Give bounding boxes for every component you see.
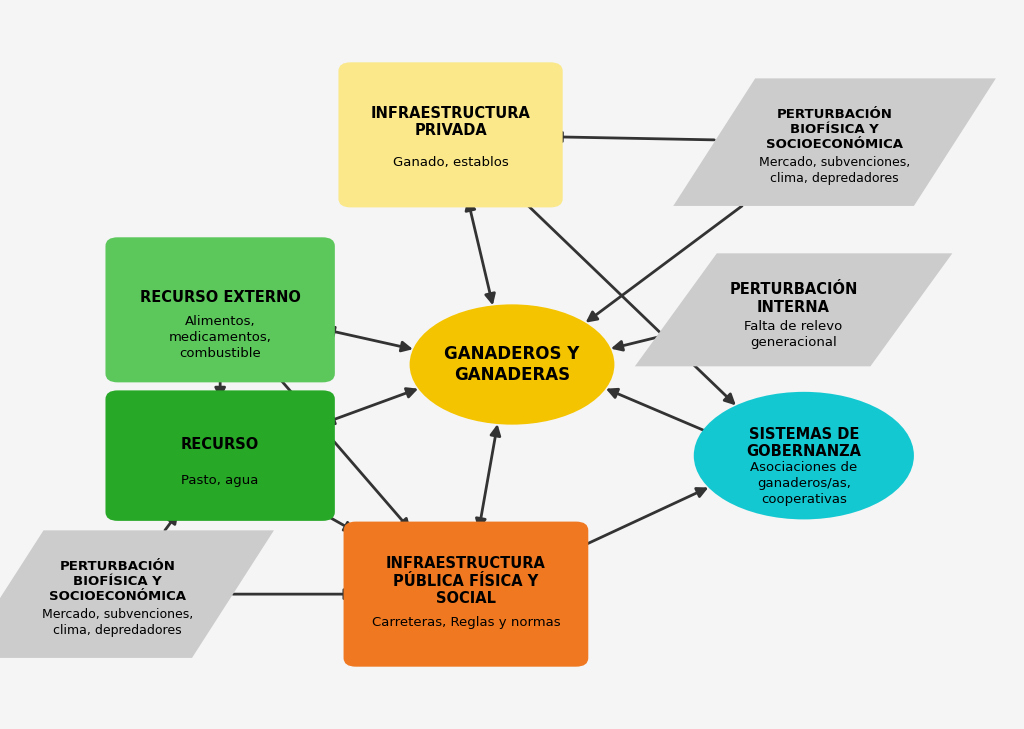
Text: Pasto, agua: Pasto, agua [181,474,259,487]
Text: PERTURBACIÓN
BIOFÍSICA Y
SOCIOECONÓMICA: PERTURBACIÓN BIOFÍSICA Y SOCIOECONÓMICA [766,108,903,151]
Text: PERTURBACIÓN
BIOFÍSICA Y
SOCIOECONÓMICA: PERTURBACIÓN BIOFÍSICA Y SOCIOECONÓMICA [49,560,186,603]
FancyBboxPatch shape [105,238,335,383]
Text: SISTEMAS DE
GOBERNANZA: SISTEMAS DE GOBERNANZA [746,426,861,459]
Polygon shape [635,254,952,367]
Text: RECURSO: RECURSO [181,437,259,452]
Text: Alimentos,
medicamentos,
combustible: Alimentos, medicamentos, combustible [169,316,271,360]
Text: Asociaciones de
ganaderos/as,
cooperativas: Asociaciones de ganaderos/as, cooperativ… [751,461,857,506]
Ellipse shape [694,392,914,519]
FancyBboxPatch shape [344,522,588,666]
Text: INFRAESTRUCTURA
PÚBLICA FÍSICA Y
SOCIAL: INFRAESTRUCTURA PÚBLICA FÍSICA Y SOCIAL [386,556,546,607]
Text: Carreteras, Reglas y normas: Carreteras, Reglas y normas [372,616,560,628]
FancyBboxPatch shape [105,391,335,521]
Text: Falta de relevo
generacional: Falta de relevo generacional [744,320,843,349]
Polygon shape [674,79,995,206]
Text: Ganado, establos: Ganado, establos [392,157,509,169]
Text: PERTURBACIÓN
INTERNA: PERTURBACIÓN INTERNA [729,282,858,315]
Text: Mercado, subvenciones,
clima, depredadores: Mercado, subvenciones, clima, depredador… [42,608,194,636]
Ellipse shape [410,305,614,424]
Text: GANADEROS Y
GANADERAS: GANADEROS Y GANADERAS [444,345,580,384]
Text: INFRAESTRUCTURA
PRIVADA: INFRAESTRUCTURA PRIVADA [371,106,530,139]
FancyBboxPatch shape [338,63,563,208]
Text: Mercado, subvenciones,
clima, depredadores: Mercado, subvenciones, clima, depredador… [759,156,910,184]
Polygon shape [0,531,274,658]
Text: RECURSO EXTERNO: RECURSO EXTERNO [139,289,301,305]
